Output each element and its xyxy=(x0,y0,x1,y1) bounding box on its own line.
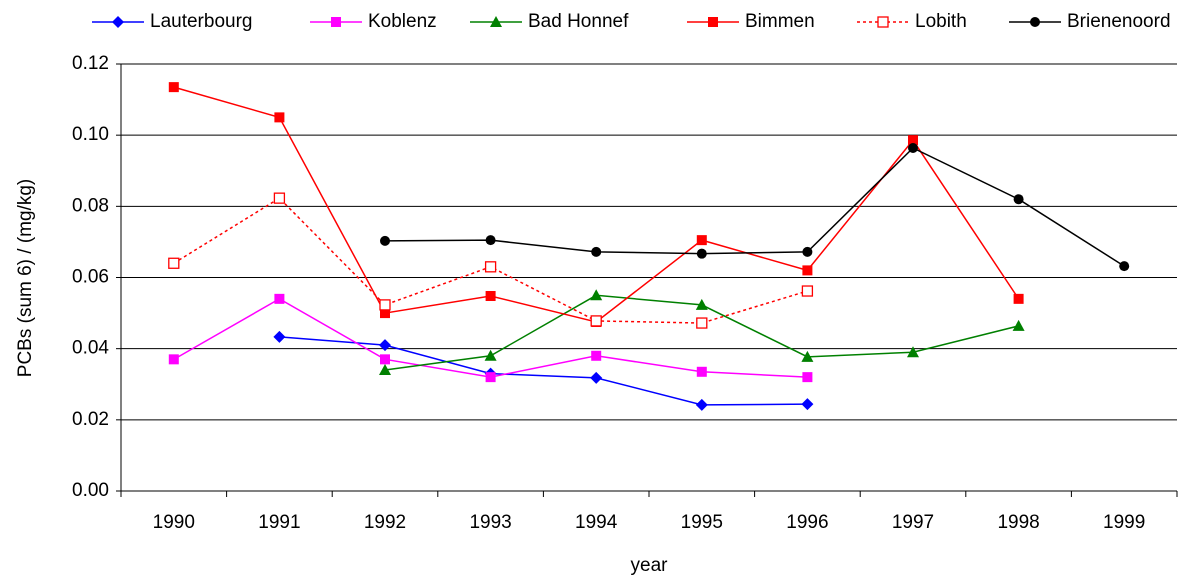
y-tick-label: 0.00 xyxy=(72,480,109,501)
y-tick-label: 0.06 xyxy=(72,267,109,288)
data-point xyxy=(273,192,286,204)
data-point xyxy=(590,289,603,301)
x-tick-label: 1995 xyxy=(681,512,723,533)
data-point xyxy=(274,293,285,304)
data-point xyxy=(484,261,497,273)
legend-marker xyxy=(331,17,341,27)
data-point xyxy=(801,398,814,411)
data-point xyxy=(380,235,390,246)
x-axis-label: year xyxy=(631,555,669,576)
data-point xyxy=(802,372,813,383)
x-tick-label: 1990 xyxy=(153,512,195,533)
x-tick-label: 1994 xyxy=(575,512,618,533)
legend-label: Brienenoord xyxy=(1067,11,1171,32)
legend-marker xyxy=(708,17,718,27)
data-point xyxy=(802,265,813,276)
data-point xyxy=(695,298,708,310)
x-tick-label: 1991 xyxy=(258,512,300,533)
data-point xyxy=(380,354,390,365)
x-tick-label: 1998 xyxy=(997,512,1039,533)
y-tick-label: 0.12 xyxy=(72,53,109,74)
data-point xyxy=(908,135,918,146)
data-point xyxy=(590,315,602,327)
data-point xyxy=(1013,293,1024,304)
x-tick-label: 1997 xyxy=(892,512,934,533)
data-point xyxy=(590,371,603,384)
data-point xyxy=(695,398,708,411)
series-line xyxy=(384,147,1125,267)
legend-label: Lauterbourg xyxy=(150,11,252,32)
legend-label: Lobith xyxy=(915,11,967,32)
y-tick-label: 0.08 xyxy=(72,195,109,216)
data-point xyxy=(1012,319,1025,331)
legend-label: Bad Honnef xyxy=(528,11,629,32)
x-tick-label: 1992 xyxy=(364,512,406,533)
x-tick-label: 1999 xyxy=(1103,512,1145,533)
y-tick-label: 0.04 xyxy=(72,338,109,359)
data-point xyxy=(591,350,602,361)
series-line xyxy=(173,86,1020,323)
data-point xyxy=(484,349,497,361)
data-point xyxy=(485,235,496,246)
y-axis-label: PCBs (sum 6) / (mg/kg) xyxy=(15,179,36,377)
legend-label: Bimmen xyxy=(745,11,815,32)
x-tick-label: 1996 xyxy=(786,512,828,533)
data-point xyxy=(1119,261,1130,272)
data-point xyxy=(379,364,391,376)
legend-marker xyxy=(1030,17,1040,27)
x-tick-label: 1993 xyxy=(469,512,511,533)
data-point xyxy=(801,285,814,297)
legend-marker xyxy=(877,16,889,28)
data-point xyxy=(168,82,179,93)
data-point xyxy=(696,366,707,377)
data-point xyxy=(802,246,813,257)
data-point xyxy=(274,112,285,123)
data-point xyxy=(591,246,602,257)
data-point xyxy=(696,235,707,246)
legend-marker xyxy=(490,16,502,27)
data-point xyxy=(168,354,179,365)
y-tick-label: 0.02 xyxy=(72,409,109,430)
data-point xyxy=(801,350,814,362)
data-point xyxy=(908,142,918,153)
data-point xyxy=(485,291,496,302)
data-point xyxy=(380,308,390,319)
data-point xyxy=(485,372,496,383)
data-point xyxy=(696,317,708,329)
data-point xyxy=(1013,194,1024,205)
data-point xyxy=(379,339,391,352)
data-point xyxy=(168,257,180,269)
data-point xyxy=(379,299,391,311)
legend-marker xyxy=(112,16,124,28)
legend-label: Koblenz xyxy=(368,11,437,32)
y-tick-label: 0.10 xyxy=(72,124,109,145)
series-line xyxy=(279,336,808,406)
data-point xyxy=(907,346,919,358)
data-point xyxy=(696,248,707,259)
data-point xyxy=(273,330,286,343)
